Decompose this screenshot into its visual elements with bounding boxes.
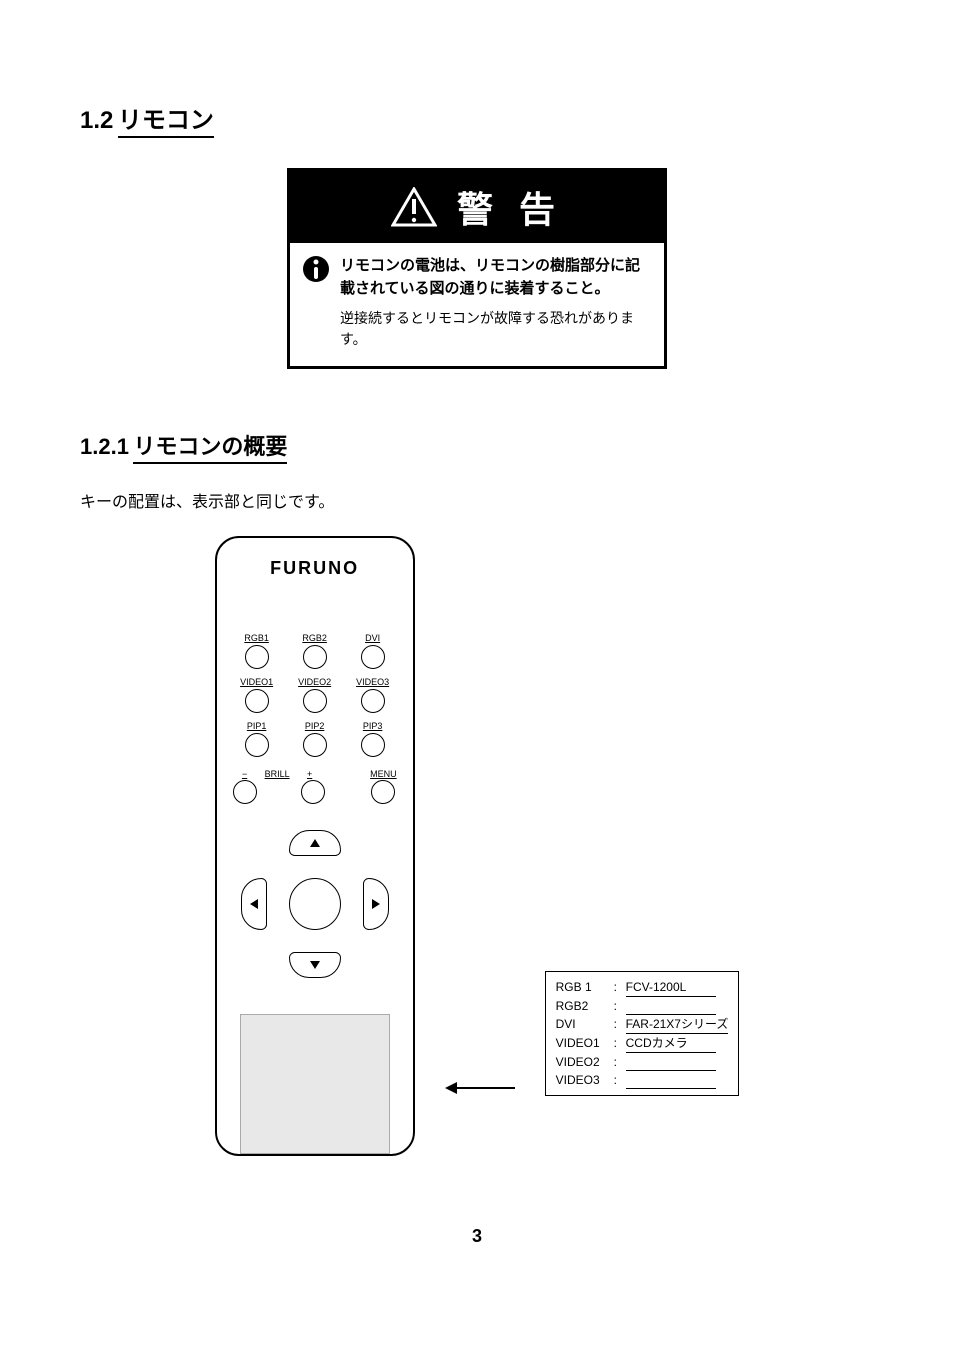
- brill-minus-label: −: [233, 769, 257, 779]
- subsection-number: 1.2.1: [80, 434, 129, 459]
- dpad-left-button: [241, 878, 267, 930]
- arrow-up-icon: [310, 839, 320, 847]
- round-button-icon: [303, 733, 327, 757]
- video2-button: VIDEO2: [298, 678, 331, 720]
- body-text: キーの配置は、表示部と同じです。: [80, 488, 874, 512]
- assign-row-video3: VIDEO3:: [556, 1071, 729, 1089]
- arrow-left-icon: [445, 1080, 515, 1096]
- assign-row-video2: VIDEO2:: [556, 1053, 729, 1071]
- pip2-button: PIP2: [303, 722, 327, 764]
- assign-row-rgb1: RGB 1:FCV-1200L: [556, 978, 729, 997]
- dpad-up-button: [289, 830, 341, 856]
- arrow-down-icon: [310, 961, 320, 969]
- section-title: リモコン: [118, 100, 214, 138]
- assign-row-dvi: DVI:FAR-21X7シリーズ: [556, 1015, 729, 1034]
- pip1-button: PIP1: [245, 722, 269, 764]
- brand-logo: FURUNO: [231, 558, 399, 579]
- page-number: 3: [80, 1226, 874, 1247]
- warning-normal-text: 逆接続するとリモコンが故障する恐れがあります。: [340, 308, 650, 350]
- assignment-box: RGB 1:FCV-1200L RGB2: DVI:FAR-21X7シリーズ V…: [545, 971, 740, 1096]
- remote-control: FURUNO RGB1 RGB2 DVI VIDEO1 VIDEO2 VIDEO…: [215, 536, 415, 1156]
- arrow-left-icon: [250, 899, 258, 909]
- dpad-right-button: [363, 878, 389, 930]
- round-button-icon: [361, 733, 385, 757]
- pointer-arrow: [445, 1080, 515, 1096]
- brill-group: − BRILL +: [233, 769, 325, 804]
- dpad-down-button: [289, 952, 341, 978]
- figure-area: FURUNO RGB1 RGB2 DVI VIDEO1 VIDEO2 VIDEO…: [80, 536, 874, 1156]
- round-button-icon: [303, 689, 327, 713]
- round-button-icon: [361, 645, 385, 669]
- menu-button: MENU: [370, 769, 397, 804]
- button-grid: RGB1 RGB2 DVI VIDEO1 VIDEO2 VIDEO3 PIP1 …: [231, 634, 399, 764]
- warning-box: 警 告 リモコンの電池は、リモコンの樹脂部分に記載されている図の通りに装着するこ…: [287, 168, 667, 369]
- round-button-icon: [245, 689, 269, 713]
- dpad-center-button: [289, 878, 341, 930]
- rgb1-button: RGB1: [244, 634, 269, 676]
- warning-triangle-icon: [391, 187, 437, 227]
- page: 1.2 リモコン 警 告 リモコンの電池は、リモコンの樹脂部分に記載されている図…: [0, 0, 954, 1307]
- arrow-right-icon: [372, 899, 380, 909]
- warning-body: リモコンの電池は、リモコンの樹脂部分に記載されている図の通りに装着すること。 逆…: [290, 243, 664, 366]
- brill-minus-button: [233, 780, 257, 804]
- brill-plus-button: [301, 780, 325, 804]
- brill-menu-row: − BRILL + MENU: [231, 766, 399, 804]
- remote-label-area: [240, 1014, 390, 1154]
- round-button-icon: [245, 645, 269, 669]
- round-button-icon: [361, 689, 385, 713]
- round-button-icon: [371, 780, 395, 804]
- warning-title: 警 告: [457, 181, 563, 233]
- warning-bold-text: リモコンの電池は、リモコンの樹脂部分に記載されている図の通りに装着すること。: [340, 255, 650, 300]
- rgb2-button: RGB2: [302, 634, 327, 676]
- round-button-icon: [245, 733, 269, 757]
- brill-label: BRILL: [265, 769, 290, 779]
- mandatory-action-icon: [302, 255, 330, 283]
- pip3-button: PIP3: [361, 722, 385, 764]
- subsection-title: リモコンの概要: [133, 429, 287, 464]
- section-header: 1.2 リモコン: [80, 100, 874, 138]
- assign-row-video1: VIDEO1:CCDカメラ: [556, 1034, 729, 1053]
- video3-button: VIDEO3: [356, 678, 389, 720]
- dvi-button: DVI: [361, 634, 385, 676]
- dpad: [245, 834, 385, 974]
- brill-plus-label: +: [298, 769, 322, 779]
- warning-text: リモコンの電池は、リモコンの樹脂部分に記載されている図の通りに装着すること。 逆…: [340, 255, 650, 350]
- section-number: 1.2: [80, 107, 113, 134]
- subsection-header: 1.2.1 リモコンの概要: [80, 429, 874, 464]
- round-button-icon: [303, 645, 327, 669]
- warning-header: 警 告: [290, 171, 664, 243]
- video1-button: VIDEO1: [240, 678, 273, 720]
- assign-row-rgb2: RGB2:: [556, 997, 729, 1015]
